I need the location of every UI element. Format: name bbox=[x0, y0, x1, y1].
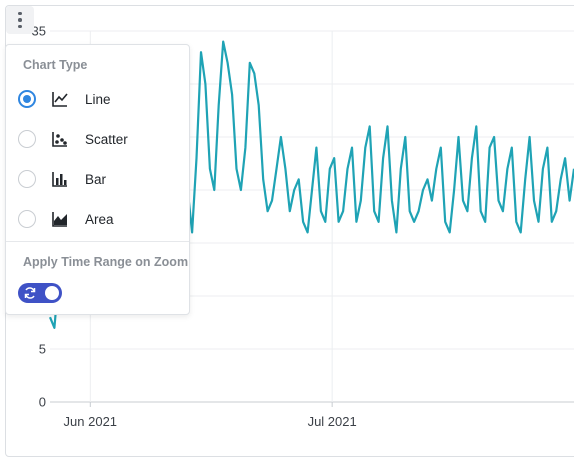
x-tick-label: Jul 2021 bbox=[308, 414, 357, 429]
sync-icon bbox=[24, 287, 36, 299]
chart-type-option-scatter[interactable]: Scatter bbox=[18, 123, 188, 155]
kebab-dot-icon bbox=[18, 11, 22, 16]
chart-type-option-line[interactable]: Line bbox=[18, 83, 188, 115]
menu-divider bbox=[6, 241, 189, 242]
chart-type-label: Area bbox=[85, 211, 114, 227]
chart-options-menu-button[interactable] bbox=[6, 6, 34, 34]
chart-type-label: Bar bbox=[85, 171, 107, 187]
apply-time-range-toggle[interactable] bbox=[18, 283, 62, 303]
toggle-knob bbox=[45, 286, 59, 300]
chart-type-option-bar[interactable]: Bar bbox=[18, 163, 188, 195]
bar-chart-icon bbox=[51, 170, 69, 188]
zoom-setting-title: Apply Time Range on Zoom bbox=[23, 255, 189, 269]
radio-scatter[interactable] bbox=[18, 130, 36, 148]
scatter-chart-icon bbox=[51, 130, 69, 148]
y-tick-label: 0 bbox=[39, 395, 46, 410]
line-chart-icon bbox=[51, 90, 69, 108]
chart-type-option-area[interactable]: Area bbox=[18, 203, 188, 235]
chart-type-label: Scatter bbox=[85, 131, 128, 147]
radio-area[interactable] bbox=[18, 210, 36, 228]
chart-type-label: Line bbox=[85, 91, 111, 107]
kebab-dot-icon bbox=[18, 24, 22, 29]
x-tick-label: Jun 2021 bbox=[64, 414, 118, 429]
area-chart-icon bbox=[51, 210, 69, 228]
radio-line[interactable] bbox=[18, 90, 36, 108]
radio-bar[interactable] bbox=[18, 170, 36, 188]
chart-type-title: Chart Type bbox=[23, 58, 88, 72]
y-tick-label: 35 bbox=[32, 24, 46, 39]
chart-options-menu: Chart Type Line Scatter Bar Area Apply T… bbox=[5, 44, 190, 315]
y-tick-label: 5 bbox=[39, 342, 46, 357]
kebab-dot-icon bbox=[18, 18, 22, 22]
